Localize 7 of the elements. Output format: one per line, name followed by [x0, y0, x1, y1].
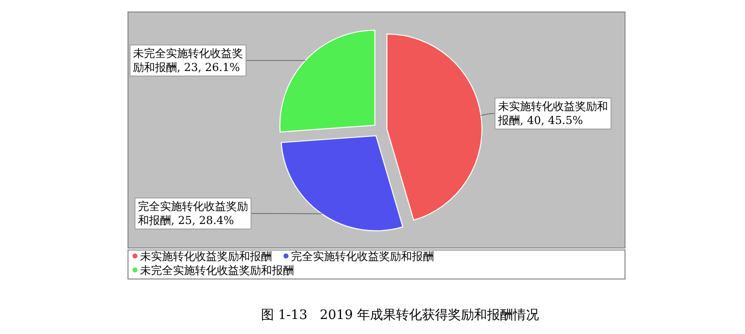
data-label: 未完全实施转化收益奖励和报酬, 23, 26.1% [133, 47, 243, 74]
legend-label: 未完全实施转化收益奖励和报酬 [140, 264, 294, 277]
legend-label: 完全实施转化收益奖励和报酬 [291, 250, 434, 263]
data-label: 完全实施转化收益奖励和报酬, 25, 28.4% [138, 200, 248, 227]
text: 图 1-13 2019 年成果转化获得奖励和报酬情况 [261, 308, 539, 323]
legend-label: 未实施转化收益奖励和报酬 [140, 250, 272, 263]
data-label: 未实施转化收益奖励和报酬, 40, 45.5% [497, 100, 608, 127]
